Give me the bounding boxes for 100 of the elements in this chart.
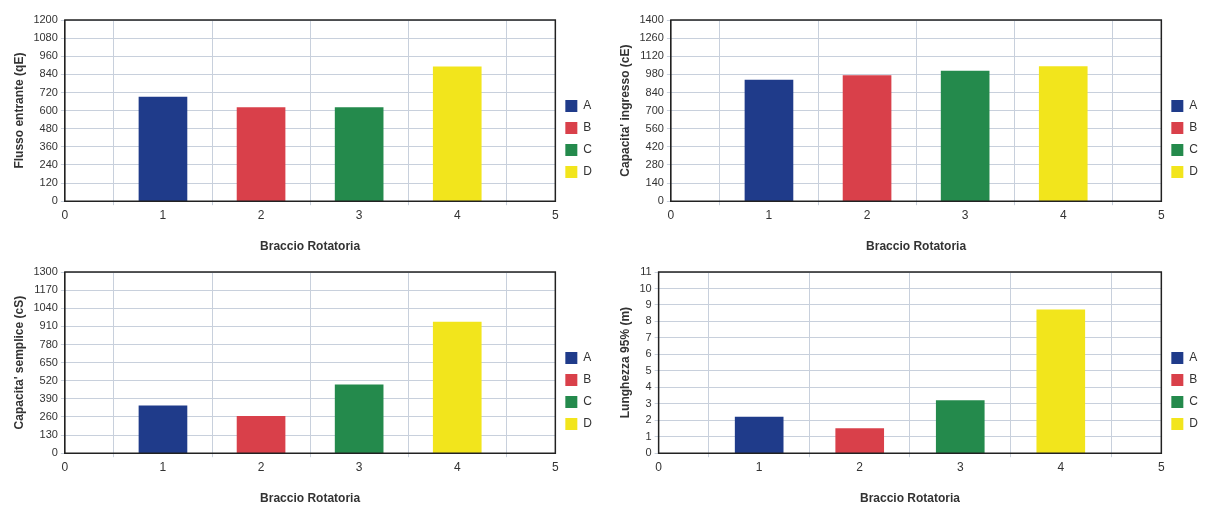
y-tick-label: 130: [39, 428, 58, 441]
bar: [432, 66, 482, 202]
legend-label: C: [583, 142, 593, 157]
x-tick-label: 0: [667, 207, 675, 222]
x-tick-label: 2: [856, 459, 864, 474]
x-tick-label: 0: [61, 459, 69, 474]
bar: [1036, 309, 1086, 454]
x-tick-label: 0: [61, 207, 69, 222]
y-axis-title: Capacita' semplice (cS): [11, 295, 26, 430]
x-axis-title: Braccio Rotatoria: [260, 491, 361, 506]
legend-label: D: [1189, 416, 1199, 431]
x-axis-title: Braccio Rotatoria: [859, 491, 961, 506]
legend-label: B: [1189, 372, 1198, 387]
legend-label: B: [583, 372, 592, 387]
bar: [1038, 66, 1088, 202]
y-tick-label: 1200: [33, 13, 58, 26]
y-tick-label: 1120: [640, 49, 664, 62]
x-axis-title: Braccio Rotatoria: [260, 239, 361, 254]
y-tick-label: 1040: [33, 301, 58, 314]
y-tick-label: 5: [645, 363, 652, 376]
legend-label: A: [1189, 350, 1198, 365]
y-tick-label: 840: [39, 67, 58, 80]
x-axis-title: Braccio Rotatoria: [866, 239, 967, 254]
y-tick-label: 2: [645, 413, 652, 426]
y-tick-label: 480: [39, 121, 58, 134]
x-tick-label: 5: [1157, 459, 1165, 474]
legend-label: A: [583, 350, 592, 365]
x-tick-label: 4: [1057, 459, 1065, 474]
bar: [842, 75, 892, 202]
bar: [236, 107, 286, 202]
legend-label: A: [1189, 98, 1198, 113]
y-tick-label: 8: [645, 314, 652, 327]
y-tick-label: 0: [51, 194, 58, 207]
y-tick-label: 11: [640, 265, 652, 278]
bar: [940, 70, 990, 202]
legend-label: D: [583, 416, 593, 431]
bar: [734, 416, 784, 454]
y-tick-label: 9: [645, 297, 652, 310]
y-tick-label: 560: [645, 121, 664, 134]
x-tick-label: 1: [765, 207, 773, 222]
y-tick-label: 1400: [639, 13, 664, 26]
y-tick-label: 910: [39, 319, 58, 332]
bar: [744, 79, 794, 202]
x-tick-label: 2: [257, 459, 265, 474]
y-tick-label: 140: [645, 176, 664, 189]
y-tick-label: 0: [645, 446, 652, 459]
y-tick-label: 7: [645, 330, 652, 343]
bar: [935, 400, 985, 454]
y-axis-title: Capacita' ingresso (cE): [617, 44, 632, 177]
bar: [236, 415, 286, 454]
y-tick-label: 960: [39, 49, 58, 62]
legend-label: B: [583, 120, 592, 135]
legend-label: C: [1189, 142, 1199, 157]
legend-label: D: [583, 164, 593, 179]
x-tick-label: 4: [453, 459, 461, 474]
legend-label: C: [583, 394, 593, 409]
legend-label: A: [583, 98, 592, 113]
legend-label: D: [1189, 164, 1199, 179]
bar: [835, 428, 885, 454]
x-tick-label: 1: [755, 459, 763, 474]
y-tick-label: 10: [639, 281, 652, 294]
y-tick-label: 600: [39, 103, 58, 116]
bar: [334, 107, 384, 202]
y-tick-label: 260: [39, 409, 58, 422]
y-tick-label: 1170: [34, 283, 58, 296]
y-tick-label: 980: [645, 67, 664, 80]
x-tick-label: 4: [1059, 207, 1067, 222]
x-tick-label: 4: [453, 207, 461, 222]
x-tick-label: 5: [1157, 207, 1165, 222]
y-tick-label: 650: [39, 355, 58, 368]
y-tick-label: 3: [645, 396, 652, 409]
x-tick-label: 5: [551, 207, 559, 222]
y-tick-label: 390: [39, 391, 58, 404]
legend-label: B: [1189, 120, 1198, 135]
y-tick-label: 1300: [33, 265, 58, 278]
x-tick-label: 1: [159, 459, 167, 474]
y-tick-label: 1080: [33, 31, 58, 44]
bar: [138, 405, 188, 454]
bar: [432, 321, 482, 454]
y-tick-label: 6: [645, 347, 652, 360]
y-axis-title: Lunghezza 95% (m): [617, 306, 632, 419]
y-tick-label: 1260: [639, 31, 664, 44]
y-tick-label: 840: [645, 85, 664, 98]
legend-label: C: [1189, 394, 1199, 409]
y-tick-label: 720: [39, 85, 58, 98]
y-tick-label: 520: [39, 373, 58, 386]
y-tick-label: 0: [51, 446, 58, 459]
y-tick-label: 360: [39, 139, 58, 152]
y-tick-label: 120: [39, 176, 58, 189]
x-tick-label: 5: [551, 459, 559, 474]
bar: [138, 96, 188, 202]
y-tick-label: 1: [645, 429, 652, 442]
bar: [334, 384, 384, 454]
y-tick-label: 280: [645, 157, 664, 170]
y-tick-label: 700: [645, 103, 664, 116]
y-tick-label: 780: [39, 337, 58, 350]
x-tick-label: 1: [159, 207, 167, 222]
y-axis-title: Flusso entrante (qE): [11, 52, 26, 169]
y-tick-label: 240: [39, 157, 58, 170]
y-tick-label: 420: [645, 139, 664, 152]
